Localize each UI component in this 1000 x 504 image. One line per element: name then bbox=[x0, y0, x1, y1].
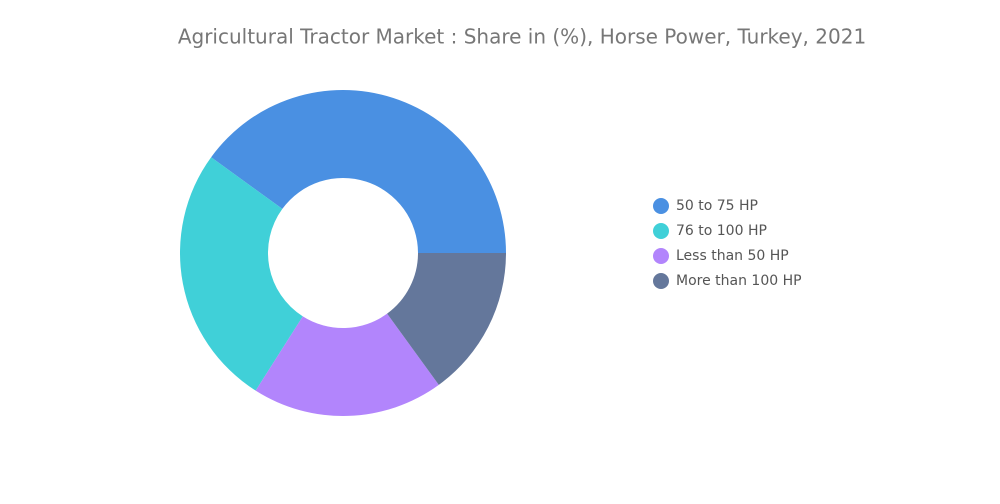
legend-label: More than 100 HP bbox=[676, 273, 802, 289]
legend-label: 76 to 100 HP bbox=[676, 223, 767, 239]
legend-label: 50 to 75 HP bbox=[676, 198, 758, 214]
donut-slice bbox=[211, 90, 506, 254]
legend-marker bbox=[653, 223, 669, 239]
donut-slice bbox=[180, 157, 303, 391]
legend-marker bbox=[653, 198, 669, 214]
donut-slice bbox=[255, 313, 439, 417]
legend-label: Less than 50 HP bbox=[676, 248, 789, 264]
legend-marker bbox=[653, 248, 669, 264]
chart-title: Agricultural Tractor Market : Share in (… bbox=[178, 25, 866, 49]
donut-slice bbox=[387, 253, 506, 385]
legend-marker bbox=[653, 273, 669, 289]
